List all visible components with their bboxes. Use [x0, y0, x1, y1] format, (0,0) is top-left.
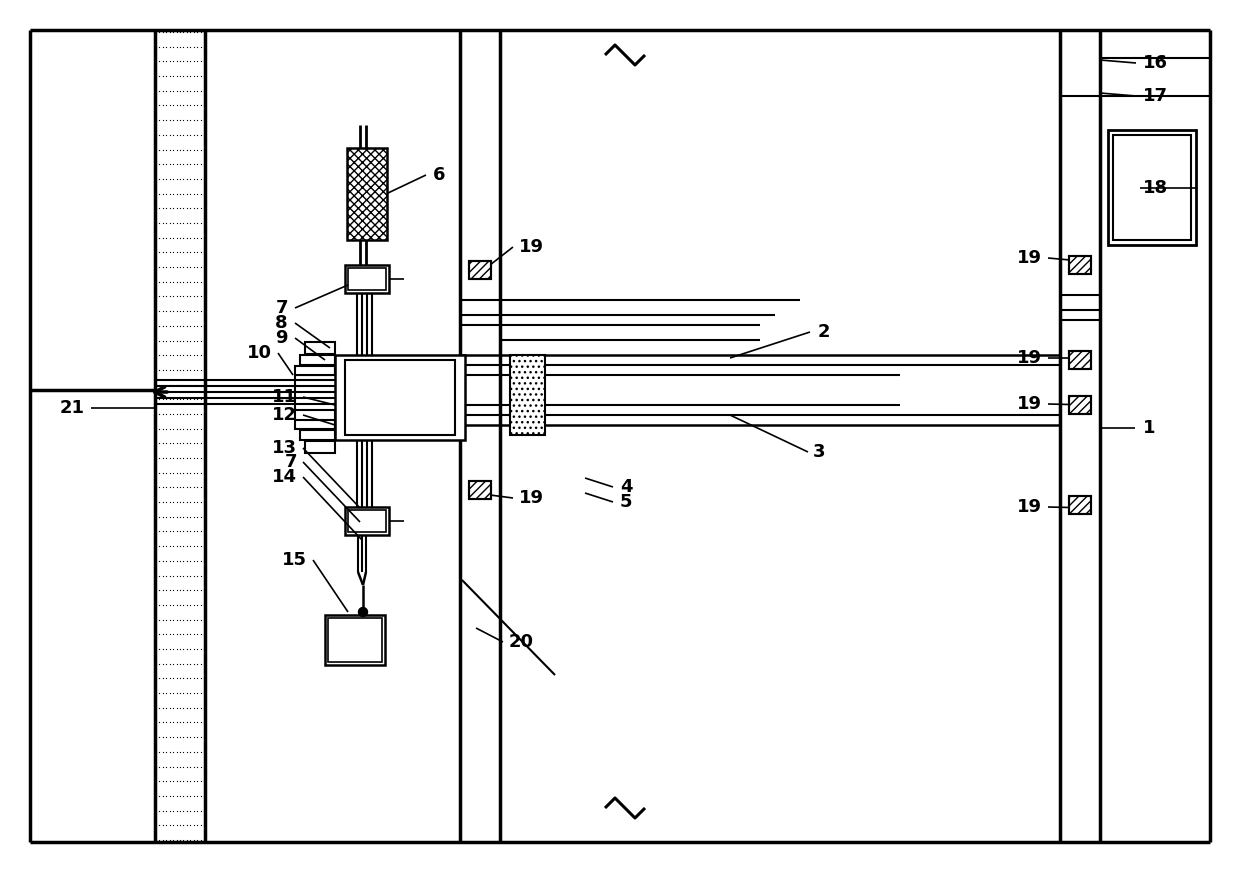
- Bar: [329, 618, 382, 662]
- Bar: [345, 265, 389, 293]
- Text: 4: 4: [620, 478, 632, 496]
- Text: 8: 8: [275, 314, 288, 332]
- Bar: [1069, 396, 1091, 414]
- Bar: [1069, 256, 1091, 274]
- Bar: [469, 261, 491, 279]
- Bar: [295, 420, 335, 429]
- Text: 17: 17: [1143, 87, 1168, 105]
- Text: 19: 19: [1017, 498, 1042, 516]
- Text: 13: 13: [272, 439, 298, 457]
- Bar: [305, 342, 335, 354]
- Bar: [347, 148, 387, 240]
- Bar: [305, 441, 335, 453]
- Bar: [1109, 130, 1197, 245]
- Text: 3: 3: [813, 443, 826, 461]
- Bar: [469, 261, 491, 279]
- Bar: [348, 268, 386, 290]
- Text: 7: 7: [275, 299, 288, 317]
- Bar: [345, 360, 455, 435]
- Text: 11: 11: [272, 388, 298, 406]
- Bar: [469, 481, 491, 499]
- Text: 19: 19: [1017, 395, 1042, 413]
- Text: 19: 19: [520, 238, 544, 256]
- Bar: [335, 355, 465, 440]
- Circle shape: [358, 608, 367, 617]
- Text: 18: 18: [1143, 179, 1168, 197]
- Text: 19: 19: [1017, 349, 1042, 367]
- Text: 6: 6: [433, 166, 445, 184]
- Text: 15: 15: [281, 551, 308, 569]
- Bar: [1069, 496, 1091, 514]
- Text: 1: 1: [1143, 419, 1156, 437]
- Text: 16: 16: [1143, 54, 1168, 72]
- Bar: [300, 355, 335, 365]
- Text: 7: 7: [284, 453, 298, 471]
- Text: 5: 5: [620, 493, 632, 511]
- Bar: [1069, 396, 1091, 414]
- Bar: [510, 355, 546, 435]
- Bar: [1069, 351, 1091, 369]
- Bar: [348, 510, 386, 532]
- Text: 10: 10: [247, 344, 272, 362]
- Text: 21: 21: [60, 399, 86, 417]
- Bar: [1069, 351, 1091, 369]
- Bar: [469, 481, 491, 499]
- Text: 14: 14: [272, 468, 298, 486]
- Bar: [300, 430, 335, 440]
- Bar: [1069, 256, 1091, 274]
- Text: 2: 2: [818, 323, 831, 341]
- Text: 20: 20: [508, 633, 534, 651]
- Bar: [325, 615, 384, 665]
- Bar: [345, 507, 389, 535]
- Text: 19: 19: [1017, 249, 1042, 267]
- Bar: [295, 366, 335, 375]
- Text: 12: 12: [272, 406, 298, 424]
- Bar: [1114, 135, 1190, 240]
- Bar: [1069, 496, 1091, 514]
- Text: 19: 19: [520, 489, 544, 507]
- Text: 9: 9: [275, 329, 288, 347]
